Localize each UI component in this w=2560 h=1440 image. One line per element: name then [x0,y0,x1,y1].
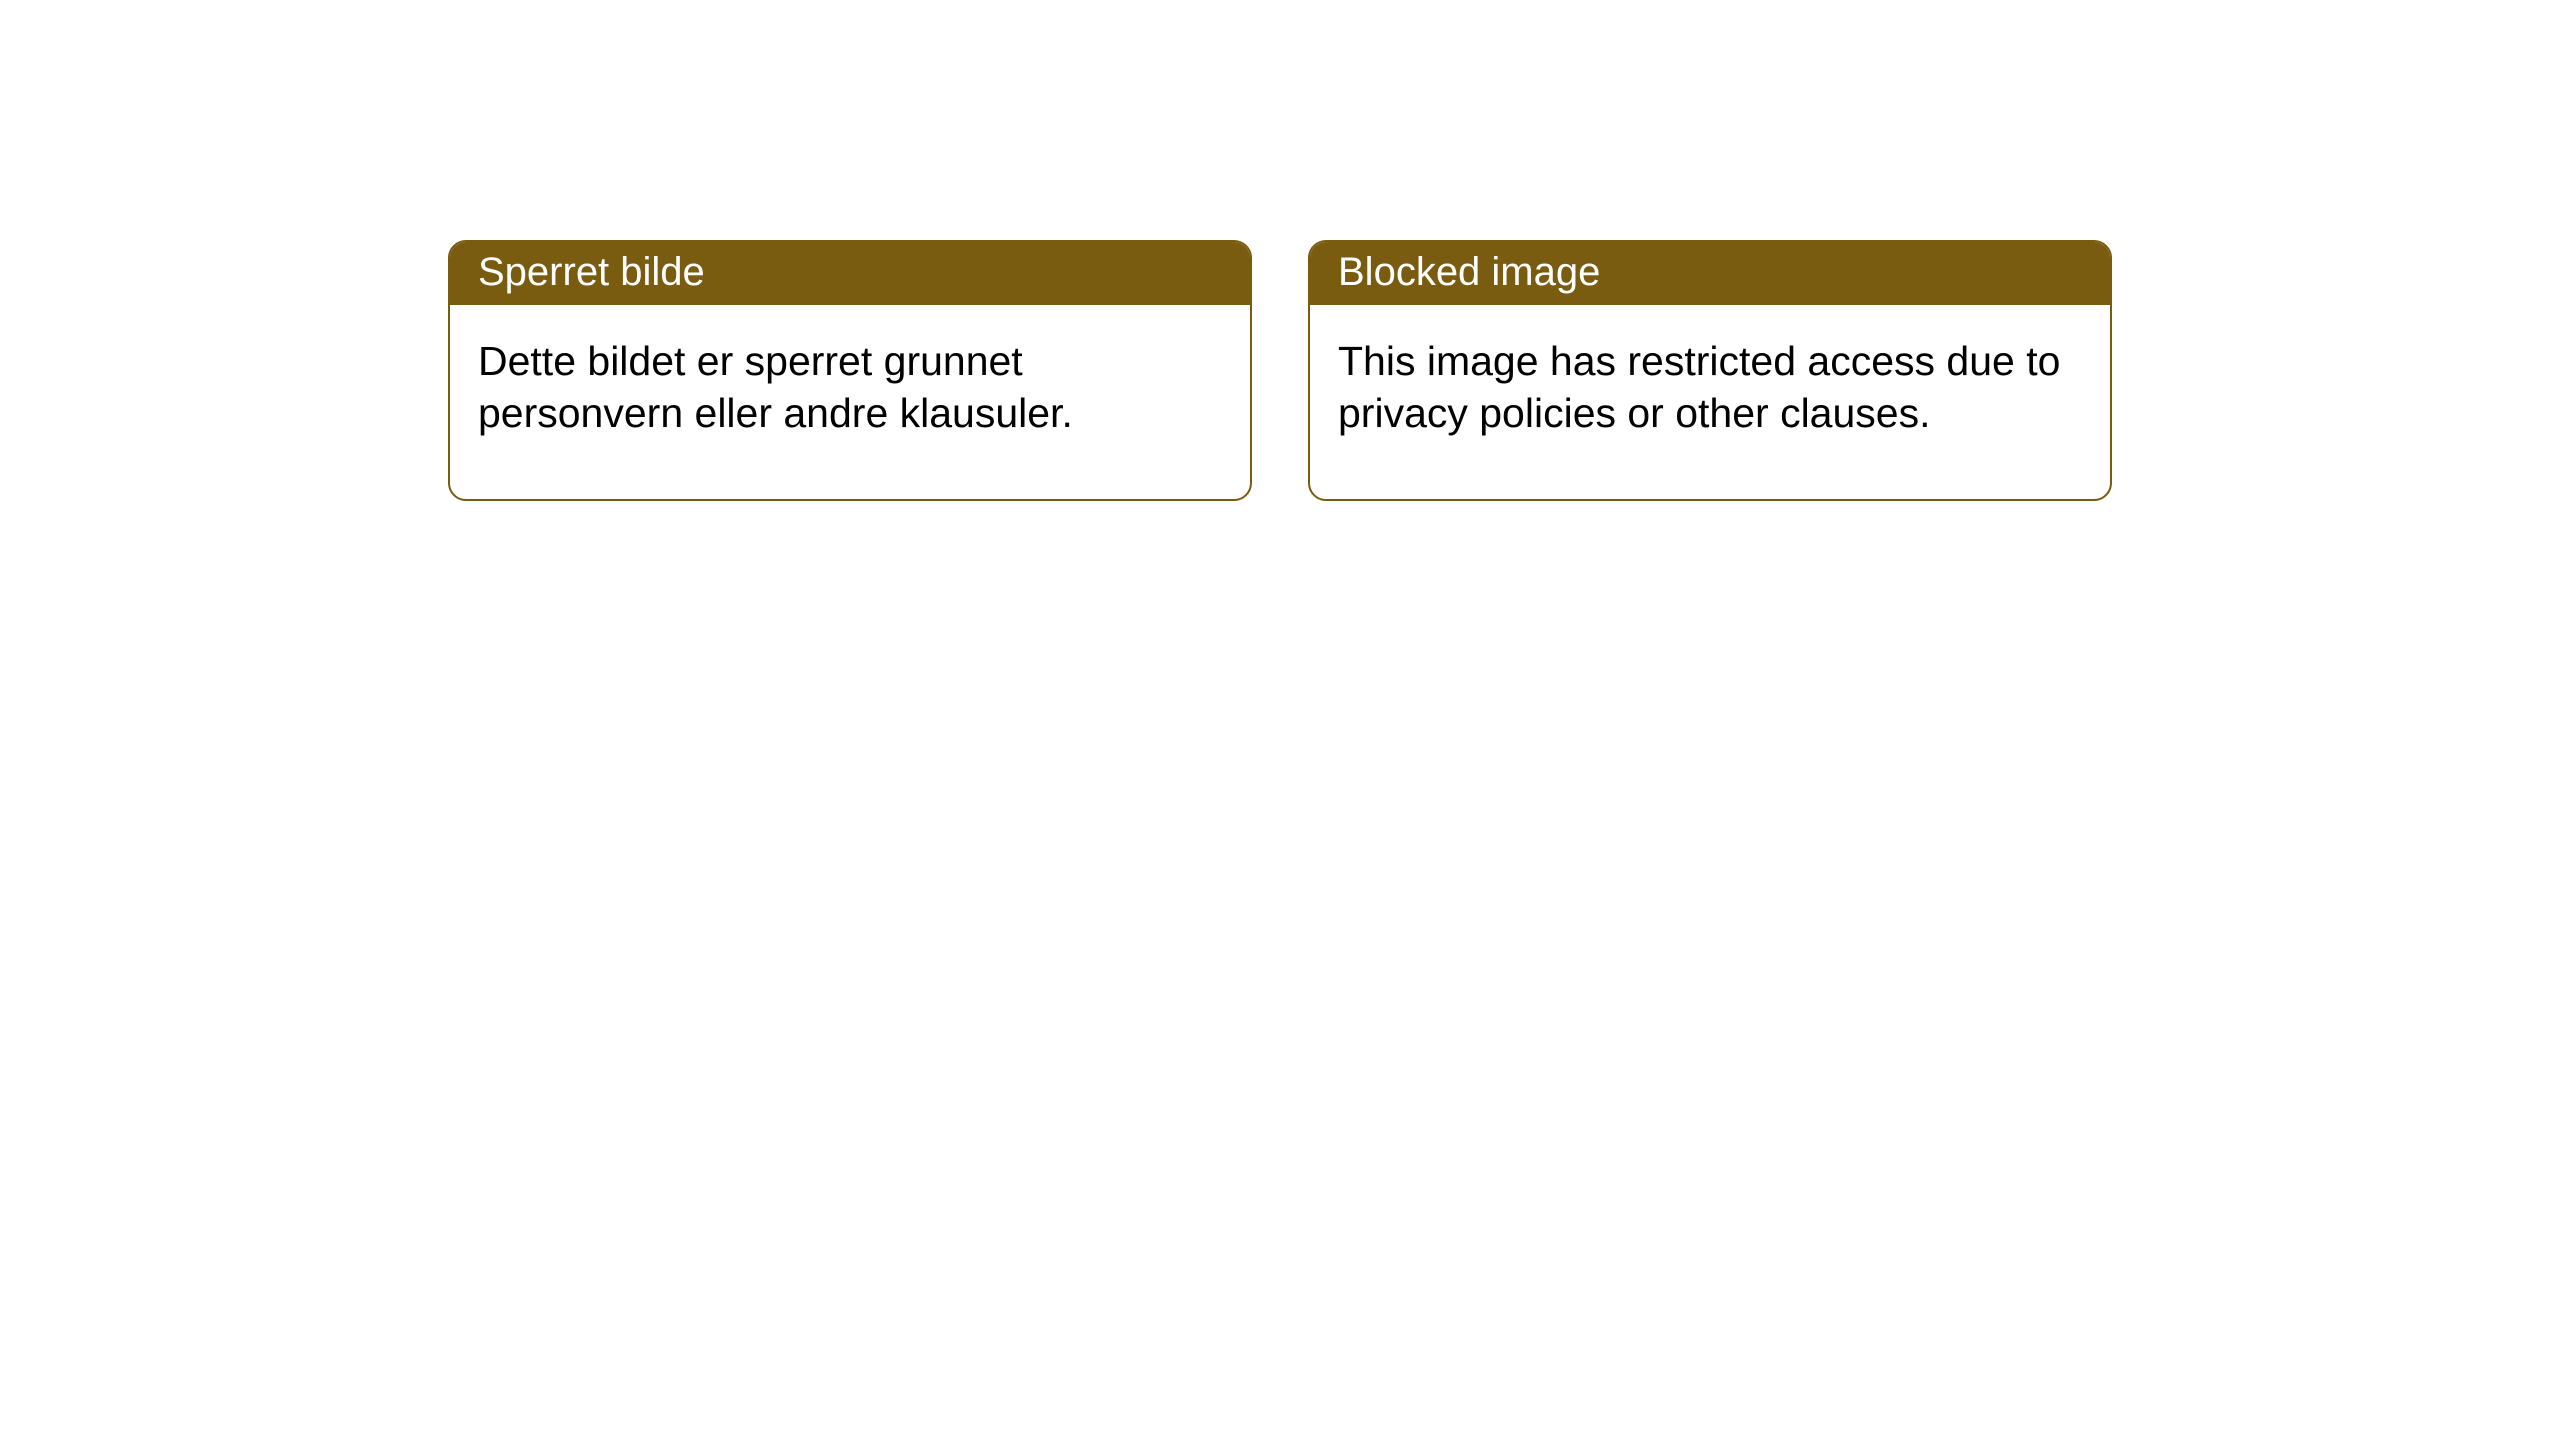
notice-header-english: Blocked image [1310,242,2110,305]
notice-card-norwegian: Sperret bilde Dette bildet er sperret gr… [448,240,1252,501]
notice-card-english: Blocked image This image has restricted … [1308,240,2112,501]
notice-container: Sperret bilde Dette bildet er sperret gr… [448,240,2112,501]
notice-body-english: This image has restricted access due to … [1310,305,2110,499]
notice-body-norwegian: Dette bildet er sperret grunnet personve… [450,305,1250,499]
notice-header-norwegian: Sperret bilde [450,242,1250,305]
